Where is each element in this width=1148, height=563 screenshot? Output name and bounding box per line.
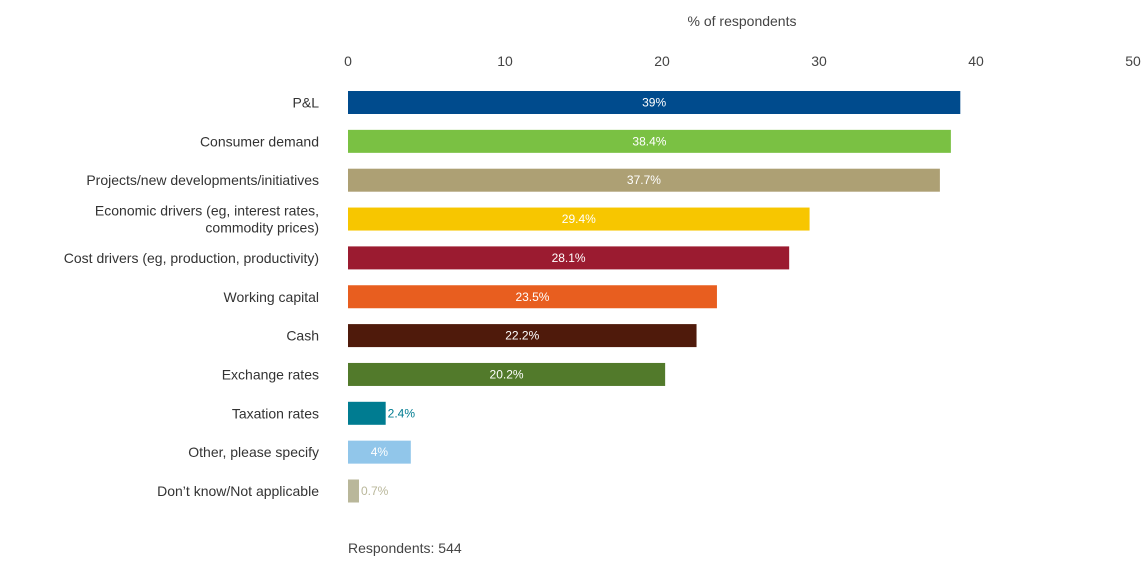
category-label: Consumer demand (200, 133, 319, 149)
respondents-footnote: Respondents: 544 (348, 540, 462, 556)
bar (348, 207, 810, 231)
category-label: Projects/new developments/initiatives (86, 172, 319, 188)
data-label: 37.7% (627, 173, 661, 187)
x-axis-ticks: 0 10 20 30 40 50 (344, 53, 1141, 69)
category-labels: P&L Consumer demand Projects/new developme… (64, 95, 319, 500)
category-label: Other, please specify (188, 444, 319, 460)
category-label: Don’t know/Not applicable (157, 483, 319, 499)
x-axis-title: % of respondents (688, 13, 797, 29)
category-label: Working capital (224, 289, 319, 305)
bar (348, 362, 666, 386)
data-label: 20.2% (490, 367, 524, 381)
bar (348, 168, 940, 192)
bar (348, 91, 961, 114)
data-labels: 39% 38.4% 37.7% 29.4% 28.1% 23.5% 22.2% 20.2% 2.… (361, 96, 667, 499)
x-tick-label: 50 (1125, 53, 1141, 69)
data-label: 0.7% (361, 484, 389, 498)
category-label: P&L (293, 95, 320, 111)
category-label: commodity prices) (205, 220, 319, 236)
data-label: 39% (642, 96, 666, 110)
data-label: 29.4% (562, 212, 596, 226)
data-label: 22.2% (505, 329, 539, 343)
category-label: Taxation rates (232, 405, 319, 421)
bars (348, 91, 961, 503)
bar (348, 285, 717, 309)
x-tick-label: 0 (344, 53, 352, 69)
data-label: 28.1% (552, 251, 586, 265)
bar (348, 401, 386, 425)
bar (348, 246, 790, 270)
x-tick-label: 30 (811, 53, 827, 69)
category-label: Cash (286, 328, 319, 344)
data-label: 38.4% (632, 134, 666, 148)
category-label: Cost drivers (eg, production, productivi… (64, 250, 319, 266)
data-label: 23.5% (515, 290, 549, 304)
bar (348, 129, 951, 153)
bar (348, 324, 697, 348)
category-label: Economic drivers (eg, interest rates, (95, 203, 319, 219)
bar (348, 440, 411, 464)
bar (348, 479, 359, 503)
x-tick-label: 40 (968, 53, 984, 69)
data-label: 4% (371, 445, 389, 459)
category-label: Exchange rates (222, 366, 319, 382)
x-tick-label: 20 (654, 53, 670, 69)
data-label: 2.4% (388, 406, 416, 420)
x-tick-label: 10 (497, 53, 513, 69)
